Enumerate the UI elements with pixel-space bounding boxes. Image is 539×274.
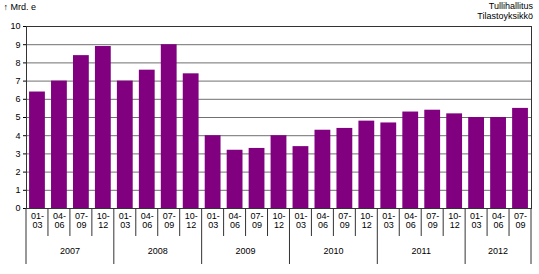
svg-text:2012: 2012 bbox=[488, 246, 508, 256]
svg-text:07-09: 07-09 bbox=[426, 211, 439, 230]
svg-text:07-09: 07-09 bbox=[514, 211, 527, 230]
svg-text:04-06: 04-06 bbox=[229, 211, 242, 230]
svg-text:10: 10 bbox=[10, 21, 20, 31]
svg-text:01-03: 01-03 bbox=[382, 211, 395, 230]
svg-text:10-12: 10-12 bbox=[185, 211, 198, 230]
svg-text:2010: 2010 bbox=[323, 246, 343, 256]
svg-text:04-06: 04-06 bbox=[404, 211, 417, 230]
svg-text:07-09: 07-09 bbox=[251, 211, 264, 230]
svg-text:10-12: 10-12 bbox=[448, 211, 461, 230]
svg-text:2: 2 bbox=[15, 167, 20, 177]
svg-text:2011: 2011 bbox=[412, 246, 431, 256]
svg-text:↑ Mrd. e: ↑ Mrd. e bbox=[4, 2, 37, 12]
svg-text:01-03: 01-03 bbox=[31, 211, 44, 230]
svg-text:1: 1 bbox=[15, 185, 20, 195]
svg-text:04-06: 04-06 bbox=[316, 211, 329, 230]
svg-text:2009: 2009 bbox=[236, 246, 256, 256]
svg-text:04-06: 04-06 bbox=[492, 211, 505, 230]
svg-text:01-03: 01-03 bbox=[119, 211, 132, 230]
svg-text:10-12: 10-12 bbox=[272, 211, 285, 230]
svg-text:2008: 2008 bbox=[148, 246, 168, 256]
svg-text:8: 8 bbox=[15, 58, 20, 68]
svg-text:04-06: 04-06 bbox=[141, 211, 154, 230]
svg-text:3: 3 bbox=[15, 149, 20, 159]
svg-text:Tilastoyksikkö: Tilastoyksikkö bbox=[477, 11, 533, 21]
svg-text:4: 4 bbox=[15, 131, 20, 141]
svg-text:7: 7 bbox=[15, 76, 20, 86]
svg-text:07-09: 07-09 bbox=[338, 211, 351, 230]
svg-text:01-03: 01-03 bbox=[207, 211, 220, 230]
svg-text:5: 5 bbox=[15, 112, 20, 122]
svg-text:2007: 2007 bbox=[60, 246, 80, 256]
svg-text:01-03: 01-03 bbox=[294, 211, 307, 230]
svg-text:10-12: 10-12 bbox=[97, 211, 110, 230]
svg-text:0: 0 bbox=[15, 203, 20, 213]
svg-text:07-09: 07-09 bbox=[75, 211, 88, 230]
svg-text:10-12: 10-12 bbox=[360, 211, 373, 230]
svg-text:9: 9 bbox=[15, 40, 20, 50]
svg-text:01-03: 01-03 bbox=[470, 211, 483, 230]
svg-text:04-06: 04-06 bbox=[53, 211, 66, 230]
svg-text:6: 6 bbox=[15, 94, 20, 104]
svg-text:07-09: 07-09 bbox=[163, 211, 176, 230]
svg-text:Tullihallitus: Tullihallitus bbox=[489, 1, 534, 11]
